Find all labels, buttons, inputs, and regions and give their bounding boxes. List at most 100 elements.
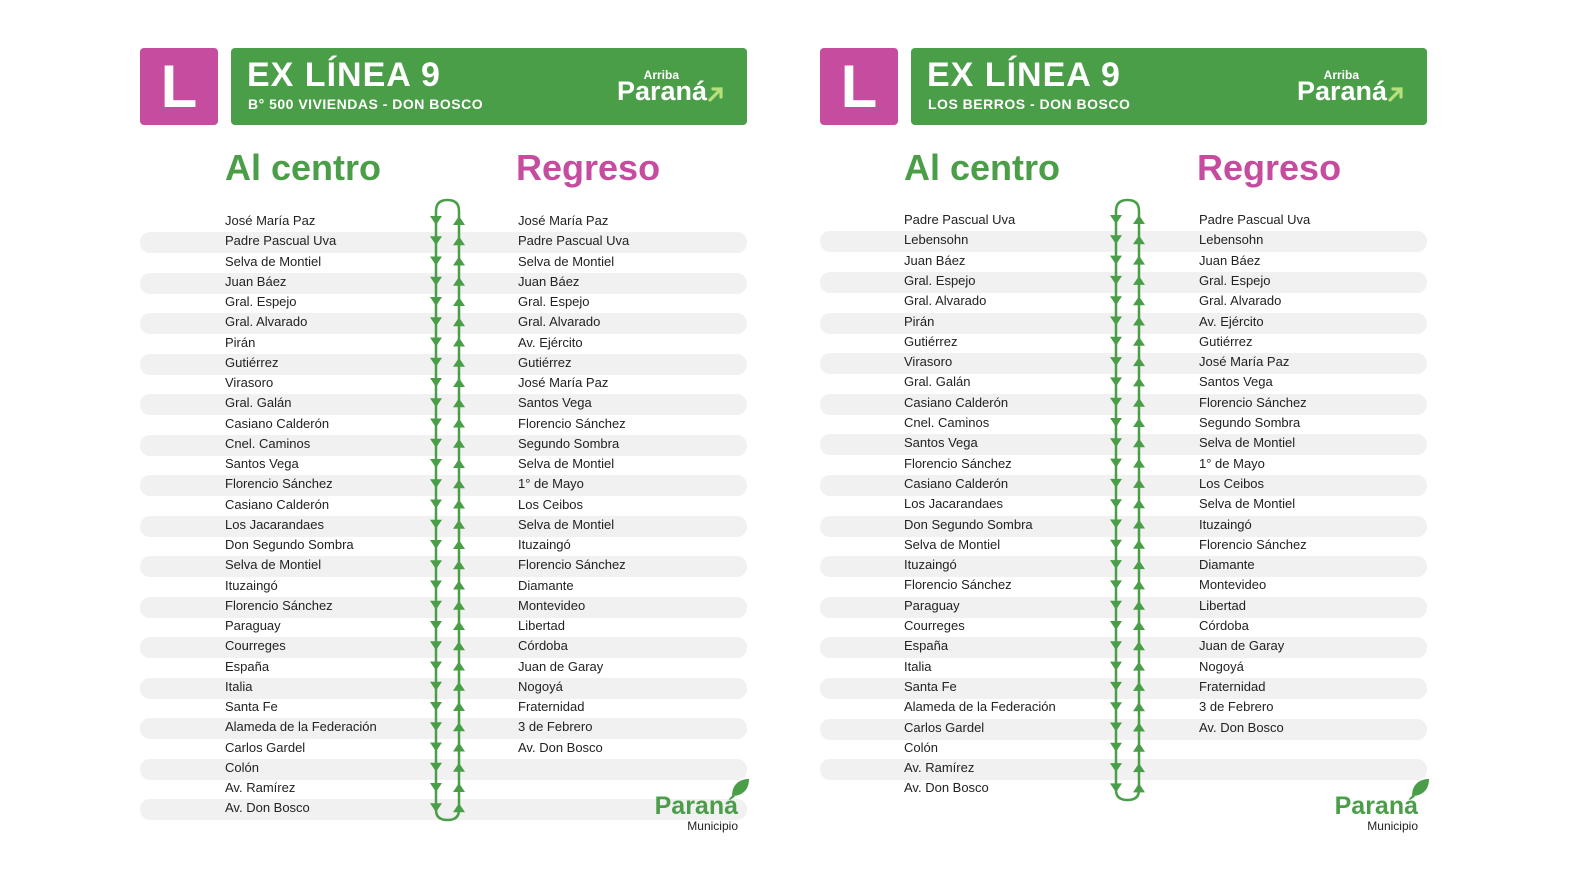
return-stop: José María Paz: [518, 375, 609, 390]
col-title-outbound: Al centro: [904, 147, 1061, 188]
up-arrow-icon: [1133, 763, 1145, 773]
outbound-stop: Padre Pascual Uva: [904, 212, 1016, 227]
col-title-return: Regreso: [516, 147, 661, 188]
return-stop: Ituzaingó: [1199, 516, 1252, 532]
outbound-stop: Selva de Montiel: [904, 536, 1001, 552]
down-arrow-icon: [1110, 235, 1122, 245]
row-stripe: [140, 232, 747, 254]
down-arrow-icon: [1110, 539, 1122, 549]
up-arrow-icon: [453, 317, 465, 327]
up-arrow-icon: [453, 459, 465, 468]
down-arrow-icon: [1110, 519, 1122, 529]
up-arrow-icon: [453, 600, 465, 610]
return-stop: Santos Vega: [518, 395, 592, 411]
outbound-stop: Courreges: [225, 638, 286, 654]
outbound-stop: Santa Fe: [904, 678, 957, 694]
outbound-stop: Casiano Calderón: [904, 475, 1009, 491]
return-stop: Nogoyá: [1199, 658, 1244, 674]
up-arrow-icon: [453, 580, 465, 590]
row-stripe: [140, 272, 747, 294]
header-bar: EX LÍNEA 9 B° 500 VIVIENDAS - DON BOSCO …: [231, 48, 747, 125]
outbound-stop: Virasoro: [904, 354, 953, 370]
up-arrow-icon: [1133, 580, 1145, 590]
row-stripe: [820, 353, 1427, 375]
return-stop: Gral. Alvarado: [518, 314, 601, 330]
down-arrow-icon: [430, 337, 442, 347]
up-arrow-icon: [1133, 296, 1145, 306]
return-stop: José María Paz: [1199, 354, 1290, 370]
outbound-stop: Carlos Gardel: [225, 739, 306, 755]
return-stop: Diamante: [1199, 557, 1255, 573]
row-stripe: [820, 637, 1427, 659]
return-stop: Montevideo: [1199, 577, 1267, 593]
return-stop: Diamante: [518, 577, 574, 593]
outbound-stop: Pirán: [904, 313, 935, 329]
row-stripe: [140, 515, 747, 537]
outbound-stop: Gral. Alvarado: [225, 314, 308, 330]
down-arrow-icon: [430, 641, 442, 651]
return-stop: Lebensohn: [1199, 232, 1264, 248]
outbound-stop: Lebensohn: [904, 232, 969, 248]
up-arrow-icon: [453, 621, 465, 630]
outbound-stop: Gral. Galán: [225, 395, 292, 411]
down-arrow-icon: [1110, 316, 1122, 326]
return-stop: Gutiérrez: [518, 354, 572, 370]
return-stop: Gral. Alvarado: [1199, 293, 1282, 309]
up-arrow-icon: [453, 499, 465, 509]
row-stripe: [140, 353, 747, 375]
outbound-stop: Courreges: [904, 618, 965, 633]
down-arrow-icon: [1110, 580, 1122, 590]
return-stop: Libertad: [1199, 597, 1246, 613]
row-stripe: [140, 394, 747, 416]
schedule-panel-los-berros: L EX LÍNEA 9 LOS BERROS - DON BOSCO Arri…: [820, 0, 1440, 890]
return-stop: Juan Báez: [1199, 252, 1261, 268]
down-arrow-icon: [430, 256, 442, 266]
down-arrow-icon: [1110, 296, 1122, 306]
down-arrow-icon: [1110, 336, 1122, 346]
down-arrow-icon: [1110, 742, 1122, 752]
up-arrow-icon: [1133, 519, 1145, 529]
row-stripe: [820, 596, 1427, 618]
outbound-stop: Florencio Sánchez: [904, 455, 1012, 471]
down-arrow-icon: [1110, 600, 1122, 610]
up-arrow-icon: [453, 276, 465, 286]
up-arrow-icon: [453, 418, 465, 428]
up-arrow-icon: [453, 297, 465, 306]
outbound-stop: Ituzaingó: [225, 577, 278, 593]
line-letter-badge: L: [140, 48, 218, 125]
down-arrow-icon: [430, 722, 442, 732]
municipio-logo: Paraná Municipio: [1320, 778, 1430, 838]
outbound-stop: Virasoro: [225, 375, 274, 390]
down-arrow-icon: [1110, 478, 1122, 488]
up-arrow-icon: [453, 236, 465, 246]
leaf-icon: [732, 779, 749, 796]
outbound-stop: España: [225, 658, 270, 674]
up-arrow-icon: [453, 540, 465, 549]
outbound-stop: Ituzaingó: [904, 557, 957, 573]
leaf-icon: [1412, 779, 1429, 796]
up-arrow-icon: [1133, 722, 1145, 732]
outbound-stop: Don Segundo Sombra: [904, 516, 1033, 532]
down-arrow-icon: [430, 540, 442, 549]
outbound-stop: Italia: [904, 658, 932, 674]
footer-sub: Municipio: [687, 819, 738, 833]
row-stripe: [820, 677, 1427, 699]
brand-parana: Paraná: [1296, 76, 1387, 106]
row-stripe: [820, 271, 1427, 293]
up-arrow-icon: [1133, 458, 1145, 468]
row-stripe: [820, 515, 1427, 537]
return-stop: 1° de Mayo: [518, 476, 584, 492]
down-arrow-icon: [430, 317, 442, 327]
row-stripe: [820, 474, 1427, 496]
return-stop: 3 de Febrero: [1199, 699, 1274, 715]
outbound-stop: Gutiérrez: [225, 354, 279, 370]
return-stop: Fraternidad: [1199, 678, 1266, 694]
return-stop: Selva de Montiel: [1199, 496, 1296, 512]
outbound-stop: Casiano Calderón: [225, 496, 330, 512]
return-stop: Av. Don Bosco: [518, 739, 603, 755]
outbound-stop: Gral. Alvarado: [904, 293, 987, 309]
up-arrow-icon: [1133, 600, 1145, 610]
outbound-stop: Selva de Montiel: [225, 253, 322, 269]
down-arrow-icon: [1110, 621, 1122, 630]
up-arrow-icon: [1133, 478, 1145, 488]
